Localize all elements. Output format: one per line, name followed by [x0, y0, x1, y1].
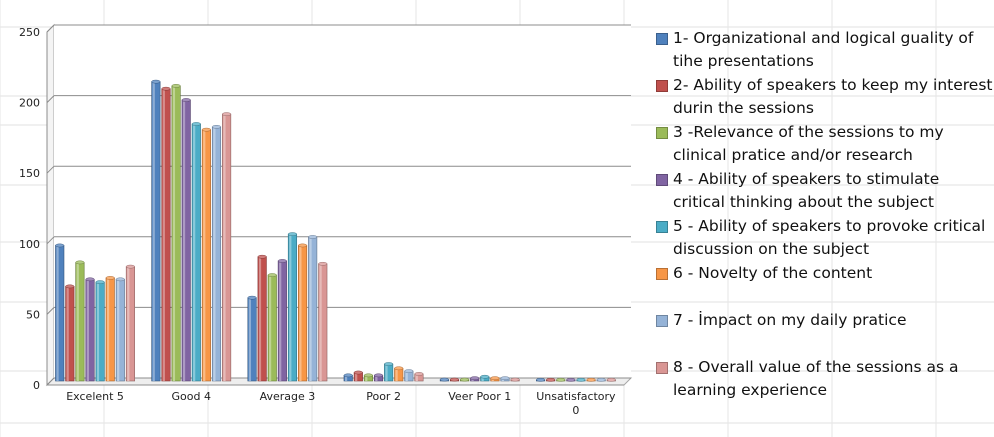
legend-label: 2- Ability of speakers to keep my intere… — [673, 76, 993, 117]
bar-7-1 — [115, 277, 125, 382]
bar-8-6 — [606, 377, 616, 382]
bar-2-2 — [161, 86, 171, 382]
bar-7-4 — [404, 369, 414, 382]
legend-item-6: 6 - Novelty of the content — [656, 262, 994, 285]
y-tick-label: 250 — [19, 26, 40, 39]
legend-item-1: 1- Organizational and logical guality of… — [656, 27, 994, 73]
bar-5-2 — [191, 122, 201, 382]
bar-8-1 — [125, 264, 135, 382]
bar-3-2 — [171, 84, 181, 382]
legend-label: 1- Organizational and logical guality of… — [673, 29, 974, 70]
legend-item-5: 5 - Ability of speakers to provoke criti… — [656, 215, 994, 261]
bar-1-6 — [536, 377, 546, 382]
legend-label: 7 - İmpact on my daily pratice — [673, 311, 907, 329]
bar-1-1 — [55, 243, 65, 382]
legend-label: 8 - Overall value of the sessions as a le… — [673, 358, 959, 399]
y-tick-label: 100 — [19, 238, 40, 251]
legend-item-4: 4 - Ability of speakers to stimulate crit… — [656, 168, 994, 214]
bar-1-4 — [343, 373, 353, 382]
bar-8-4 — [414, 372, 424, 382]
bar-chart: 0 50 100 150 200 250 Excelent 5 Good 4 Average 3… — [19, 23, 633, 417]
y-tick-label: 0 — [33, 379, 40, 392]
legend-item-7: 7 - İmpact on my daily pratice — [656, 309, 994, 332]
legend-label: 5 - Ability of speakers to provoke criti… — [673, 217, 986, 258]
bar-3-3 — [267, 273, 277, 382]
bar-6-5 — [490, 376, 500, 382]
y-tick-label: 150 — [19, 167, 40, 180]
legend-label: 3 -Relevance of the sessions to my clinic… — [673, 123, 944, 164]
bar-6-4 — [394, 366, 404, 382]
bar-2-3 — [257, 254, 267, 382]
bar-3-1 — [75, 260, 85, 382]
bar-5-1 — [95, 280, 105, 382]
bar-2-5 — [449, 377, 460, 382]
bar-2-1 — [65, 284, 75, 382]
x-tick-label: Excelent 5 — [66, 390, 124, 403]
bar-4-3 — [277, 259, 287, 382]
bar-3-6 — [556, 377, 566, 382]
bar-8-3 — [318, 261, 328, 382]
bar-5-5 — [480, 374, 490, 382]
legend-swatch — [656, 174, 668, 186]
bar-6-6 — [586, 377, 596, 382]
bar-5-6 — [576, 377, 586, 382]
bar-6-3 — [298, 243, 308, 382]
bar-7-5 — [500, 376, 510, 382]
legend-item-8: 8 - Overall value of the sessions as a le… — [656, 356, 994, 402]
bar-4-5 — [470, 376, 480, 382]
legend-swatch — [656, 268, 668, 280]
bar-6-2 — [201, 127, 211, 382]
x-tick-label: Veer Poor 1 — [448, 390, 511, 403]
x-tick-label: Good 4 — [172, 390, 211, 403]
chart-legend: 1- Organizational and logical guality of… — [656, 27, 994, 403]
y-tick-label: 50 — [26, 308, 40, 321]
bar-6-1 — [105, 276, 115, 382]
bar-1-2 — [151, 79, 161, 382]
bar-4-6 — [566, 377, 576, 382]
legend-swatch — [656, 315, 668, 327]
bar-5-3 — [287, 232, 298, 382]
bar-3-5 — [460, 377, 470, 382]
x-tick-label: Unsatisfactory 0 — [536, 390, 616, 417]
bar-4-2 — [181, 98, 191, 382]
legend-swatch — [656, 221, 668, 233]
legend-label: 4 - Ability of speakers to stimulate crit… — [673, 170, 940, 211]
x-tick-label: Average 3 — [260, 390, 316, 403]
bar-7-6 — [596, 377, 606, 382]
x-tick-label: Poor 2 — [366, 390, 401, 403]
bar-2-6 — [546, 377, 556, 382]
bar-3-4 — [363, 373, 373, 382]
y-tick-label: 200 — [19, 97, 40, 110]
bar-1-3 — [247, 295, 257, 382]
legend-swatch — [656, 33, 668, 45]
legend-item-3: 3 -Relevance of the sessions to my clinic… — [656, 121, 994, 167]
bar-8-2 — [222, 112, 232, 382]
bar-1-5 — [439, 377, 449, 382]
legend-label: 6 - Novelty of the content — [673, 264, 873, 282]
legend-swatch — [656, 362, 668, 374]
bar-7-3 — [308, 235, 318, 382]
bar-8-5 — [510, 377, 520, 382]
bar-4-4 — [373, 373, 384, 382]
bar-2-4 — [353, 370, 363, 382]
legend-swatch — [656, 80, 668, 92]
legend-item-2: 2- Ability of speakers to keep my intere… — [656, 74, 994, 120]
legend-swatch — [656, 127, 668, 139]
bar-5-4 — [384, 362, 394, 382]
bar-4-1 — [85, 277, 95, 382]
bar-7-2 — [211, 124, 222, 382]
